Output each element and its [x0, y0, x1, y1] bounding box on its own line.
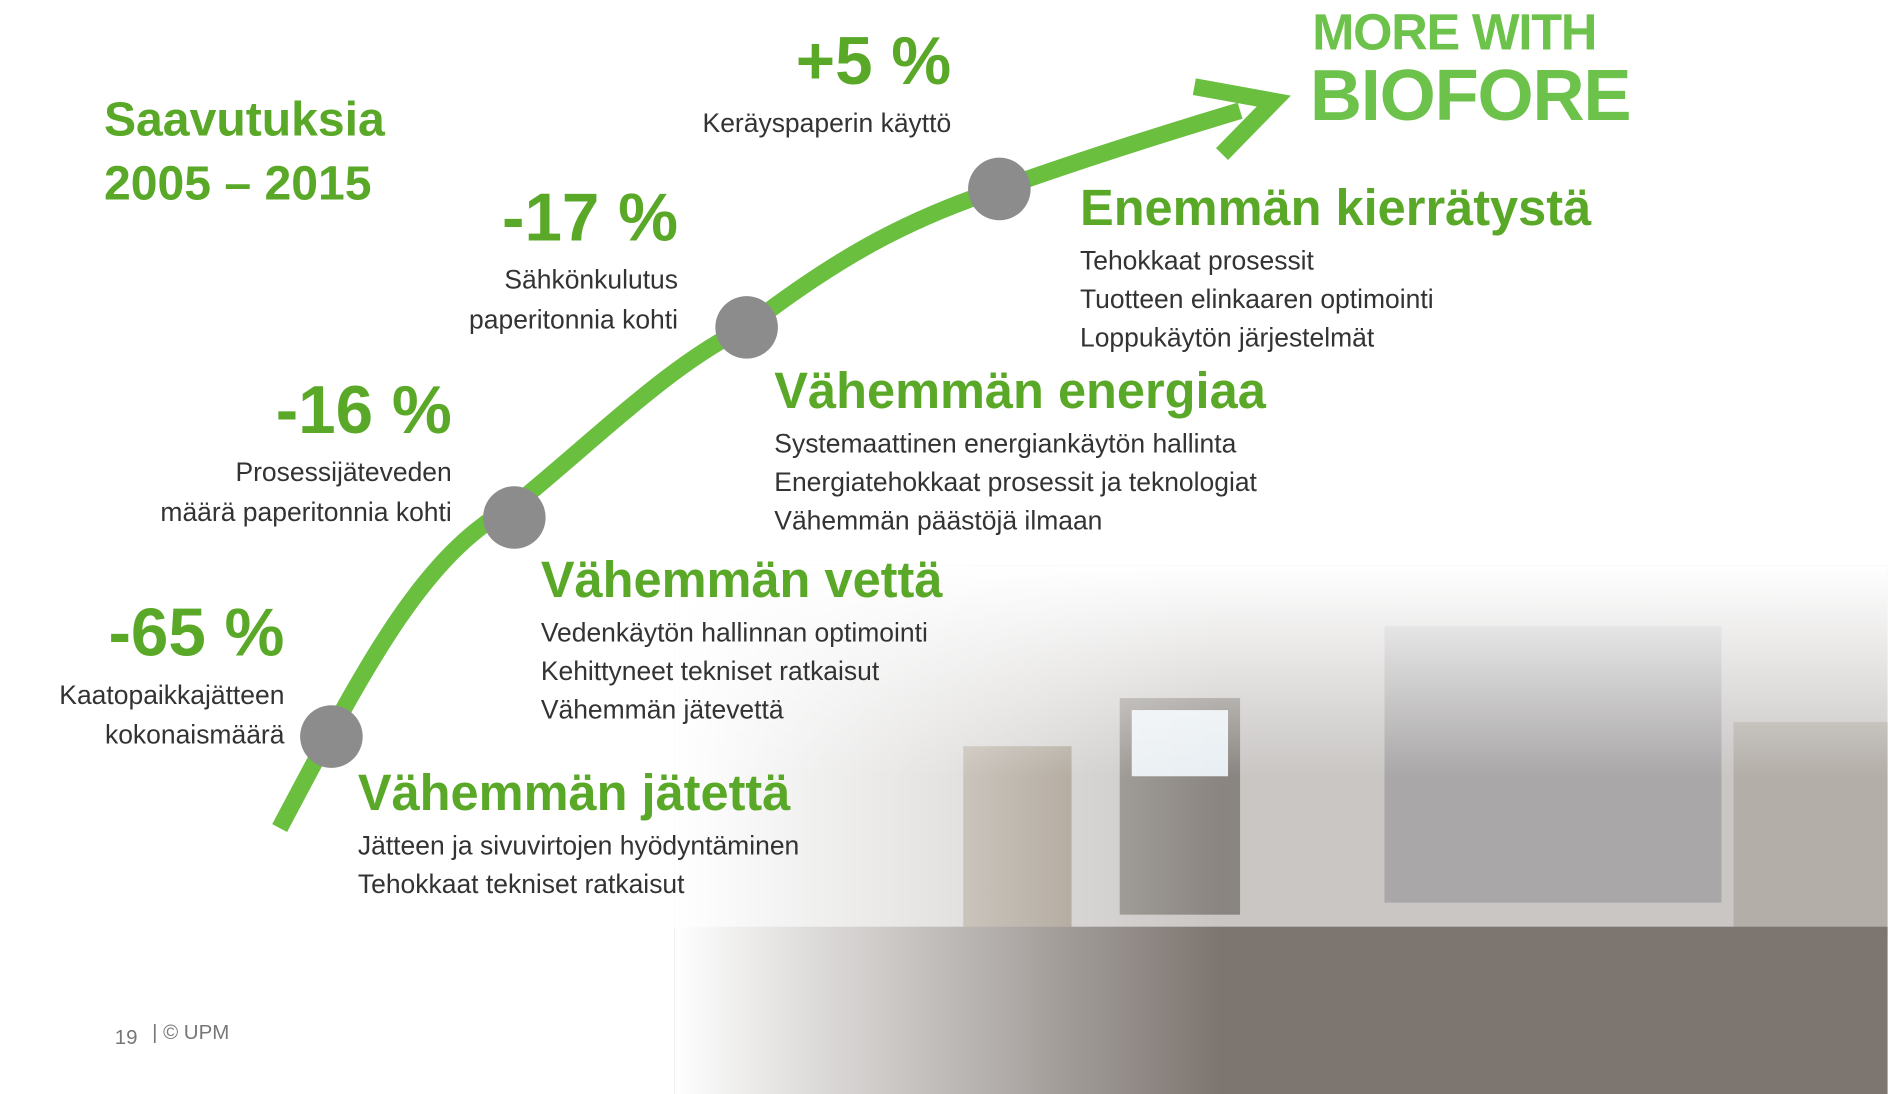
section-item: Vedenkäytön hallinnan optimointi	[541, 617, 928, 647]
copyright: | © UPM	[152, 1021, 229, 1044]
stat-value: -16 %	[276, 373, 452, 448]
section-item: Tuotteen elinkaaren optimointi	[1080, 284, 1434, 314]
section-item: Tehokkaat prosessit	[1080, 245, 1315, 275]
stat-value: +5 %	[796, 24, 951, 99]
section-item: Systemaattinen energiankäytön hallinta	[774, 428, 1236, 458]
stat-label: Keräyspaperin käyttö	[703, 108, 952, 138]
milestone	[483, 486, 546, 549]
slide: Saavutuksia 2005 – 2015 MORE WITHBIOFORE +5…	[0, 0, 1888, 1094]
title: 2005 – 2015	[104, 156, 372, 210]
section-heading: Vähemmän jätettä	[358, 764, 791, 821]
section-item: Vähemmän päästöjä ilmaan	[774, 505, 1102, 535]
stat-label: määrä paperitonnia kohti	[160, 497, 451, 527]
section-item: Kehittyneet tekniset ratkaisut	[541, 656, 880, 686]
milestone	[300, 705, 363, 768]
stat-label: Kaatopaikkajätteen	[59, 680, 284, 710]
logo: MORE WITH	[1312, 3, 1596, 60]
section-item: Loppukäytön järjestelmät	[1080, 322, 1375, 352]
section-heading: Vähemmän energiaa	[774, 362, 1266, 419]
title: Saavutuksia	[104, 92, 386, 146]
section-heading: Enemmän kierrätystä	[1080, 179, 1592, 236]
page-number: 19	[115, 1026, 138, 1049]
stat-value: -65 %	[108, 596, 284, 671]
milestone	[715, 296, 778, 359]
milestone	[968, 158, 1031, 221]
stat-value: -17 %	[502, 180, 678, 255]
stat-label: kokonaismäärä	[105, 720, 285, 750]
stat-label: Sähkönkulutus	[504, 265, 678, 295]
stat-label: Prosessijäteveden	[235, 457, 451, 487]
section-heading: Vähemmän vettä	[541, 551, 944, 608]
section-item: Vähemmän jätevettä	[541, 694, 784, 724]
section-item: Tehokkaat tekniset ratkaisut	[358, 869, 685, 899]
logo: BIOFORE	[1310, 56, 1631, 136]
section-item: Jätteen ja sivuvirtojen hyödyntäminen	[358, 830, 799, 860]
stat-label: paperitonnia kohti	[469, 304, 678, 334]
section-item: Energiatehokkaat prosessit ja teknologia…	[774, 467, 1257, 497]
